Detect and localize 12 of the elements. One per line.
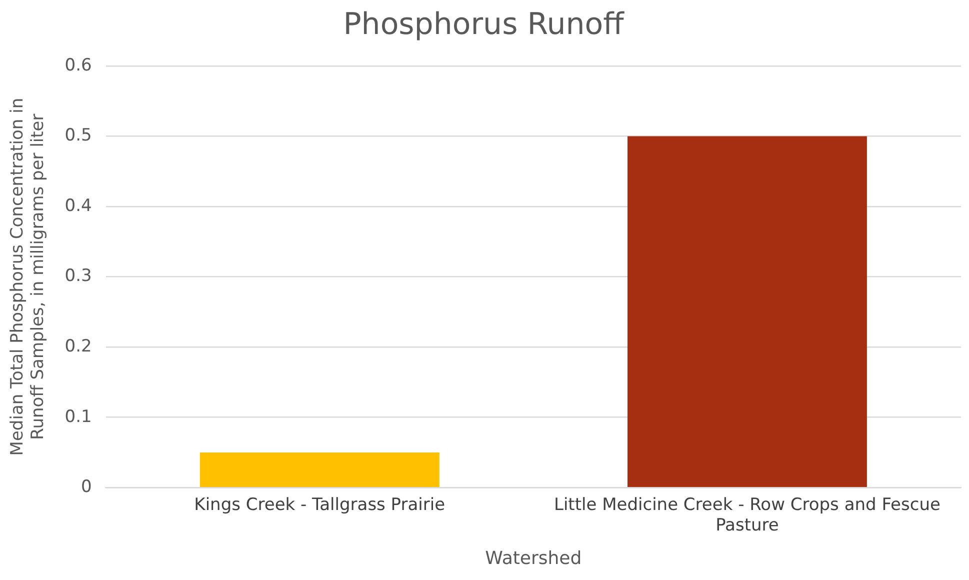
y-axis-title: Median Total Phosphorus Concentration in Runoff Samples, in milligrams per liter xyxy=(8,98,48,456)
y-tick-label: 0.1 xyxy=(64,406,92,427)
chart-title: Phosphorus Runoff xyxy=(343,6,626,42)
x-axis-title: Watershed xyxy=(485,548,582,569)
x-tick-label: Kings Creek - Tallgrass Prairie xyxy=(194,495,446,516)
y-tick-label: 0.6 xyxy=(64,55,92,76)
y-tick-label: 0.5 xyxy=(64,126,92,146)
y-tick-label: 0.2 xyxy=(64,336,92,356)
y-tick-label: 0 xyxy=(81,477,92,498)
y-tick-label: 0.3 xyxy=(64,266,92,286)
x-tick-label: Little Medicine Creek - Row Crops and Fescue Pasture xyxy=(554,495,940,536)
y-tick-label: 0.4 xyxy=(64,196,92,216)
